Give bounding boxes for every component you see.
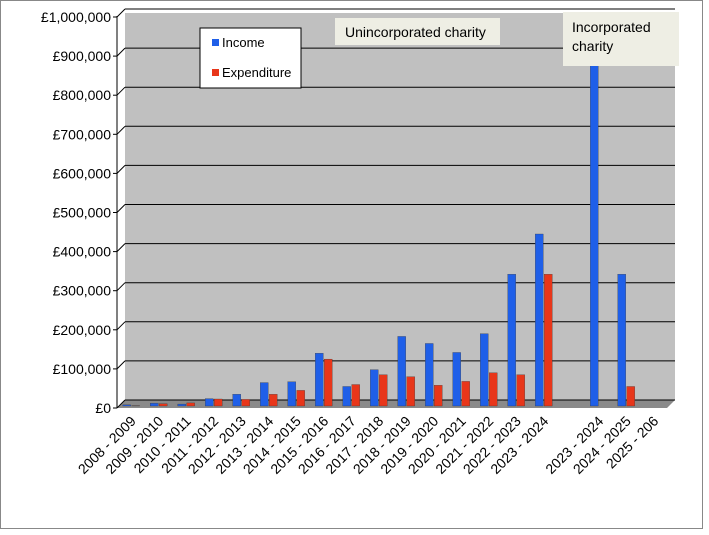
bar: [517, 375, 525, 406]
y-tick-label: £100,000: [53, 361, 112, 377]
bar: [352, 385, 360, 406]
bar: [627, 386, 635, 406]
bar: [123, 405, 131, 406]
bar: [315, 353, 323, 406]
bar: [425, 343, 433, 406]
legend-swatch: [212, 39, 219, 46]
legend-label: Expenditure: [222, 65, 291, 80]
y-tick-label: £300,000: [53, 283, 112, 299]
bar: [324, 359, 332, 406]
bar: [150, 403, 158, 406]
bar: [288, 382, 296, 406]
bar: [398, 336, 406, 406]
annotation: charity: [572, 38, 613, 54]
bar: [453, 352, 461, 406]
y-tick-label: £900,000: [53, 48, 112, 64]
bar: [462, 381, 470, 406]
y-tick-label: £400,000: [53, 244, 112, 260]
legend-swatch: [212, 69, 219, 76]
annotation: Unincorporated charity: [345, 24, 486, 40]
y-tick-label: £700,000: [53, 126, 112, 142]
bar: [297, 390, 305, 406]
bar: [544, 274, 552, 406]
legend-label: Income: [222, 35, 265, 50]
bar: [214, 399, 222, 406]
bar: [178, 404, 186, 406]
bar: [205, 399, 213, 406]
bar: [343, 386, 351, 406]
y-tick-label: £800,000: [53, 87, 112, 103]
bar: [434, 385, 442, 406]
bar: [480, 334, 488, 406]
y-tick-label: £0: [95, 400, 111, 416]
bar: [159, 404, 167, 406]
bar: [379, 375, 387, 406]
y-tick-label: £1,000,000: [41, 9, 111, 25]
bar: [590, 56, 598, 406]
annotation: Incorporated: [572, 19, 651, 35]
y-tick-label: £500,000: [53, 205, 112, 221]
bar: [508, 274, 516, 406]
bar: [618, 274, 626, 406]
bar: [233, 394, 241, 406]
y-tick-label: £200,000: [53, 322, 112, 338]
bar: [242, 399, 250, 406]
bar: [489, 373, 497, 406]
bar: [407, 377, 415, 406]
bar: [260, 383, 268, 406]
y-tick-label: £600,000: [53, 165, 112, 181]
bar: [535, 234, 543, 406]
bar: [370, 370, 378, 406]
bar: [187, 403, 195, 406]
bar: [269, 394, 277, 406]
